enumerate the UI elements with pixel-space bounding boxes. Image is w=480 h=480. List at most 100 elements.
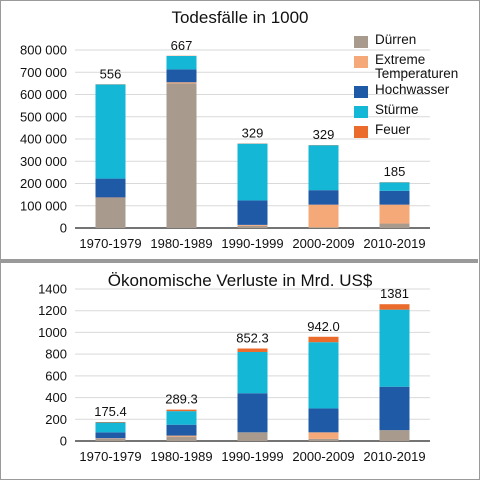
losses-bar-feuer	[237, 348, 268, 352]
losses-ytick-label: 400	[45, 390, 67, 405]
legend-item-hochwasser: Hochwasser	[354, 82, 478, 102]
deaths-total-label: 556	[100, 66, 122, 81]
deaths-total-label: 329	[313, 127, 335, 142]
losses-category-label: 2010-2019	[363, 449, 425, 464]
losses-bar-stuerme	[237, 351, 268, 394]
losses-bar-duerren	[95, 438, 126, 441]
losses-bar-feuer	[166, 409, 197, 412]
deaths-total-label: 329	[242, 125, 264, 140]
losses-bar-stuerme	[166, 411, 197, 425]
deaths-chart-svg: 0 100 000 200 000 300 000 400 000 500 000 600 …	[20, 38, 430, 251]
losses-total-label: 175.4	[94, 404, 127, 419]
losses-bar-duerren	[308, 438, 339, 441]
losses-bar-stuerme	[308, 342, 339, 409]
losses-ytick-label: 1200	[38, 303, 67, 318]
legend-label-extreme-temperaturen: Extreme Temperaturen	[375, 52, 459, 81]
losses-bar-hochwasser	[237, 393, 268, 433]
legend-item-extreme-temperaturen: Extreme Temperaturen	[354, 52, 478, 82]
losses-ytick-label: 200	[45, 412, 67, 427]
losses-chart-svg: 0 200 400 600 800 1000 1200 1400 175.4 1970-1979 2…	[38, 282, 430, 464]
deaths-bar-duerren	[308, 227, 339, 228]
deaths-ytick-label: 300 000	[20, 154, 67, 169]
losses-ytick-label: 1000	[38, 325, 67, 340]
deaths-bar-hochwasser	[95, 178, 126, 198]
legend-swatch-extreme-temperaturen	[354, 56, 368, 68]
losses-bar-hochwasser	[379, 386, 410, 431]
losses-bar-stuerme	[379, 309, 410, 387]
losses-bar-duerren	[379, 430, 410, 441]
legend-swatch-stuerme	[354, 106, 368, 118]
legend-label-stuerme: Stürme	[375, 102, 419, 117]
losses-bar-hochwasser	[95, 432, 126, 439]
legend-label-feuer: Feuer	[375, 122, 411, 137]
legend: Dürren Extreme Temperaturen Hochwasser S…	[354, 32, 478, 142]
deaths-bar-stuerme	[308, 145, 339, 191]
deaths-bar-duerren	[166, 83, 197, 228]
losses-ytick-label: 1400	[38, 282, 67, 297]
deaths-bar-hochwasser	[379, 190, 410, 205]
deaths-category-label: 1980-1989	[150, 236, 212, 251]
losses-bar-extreme-temperaturen	[95, 438, 126, 439]
deaths-bar-stuerme	[95, 84, 126, 179]
panel-divider	[0, 259, 478, 263]
losses-category-label: 1970-1979	[79, 449, 141, 464]
deaths-bar-extreme-temperaturen	[379, 204, 410, 224]
deaths-total-label: 667	[171, 38, 193, 53]
deaths-ytick-label: 800 000	[20, 43, 67, 58]
deaths-bar-hochwasser	[166, 69, 197, 83]
losses-bar-hochwasser	[166, 424, 197, 436]
deaths-category-label: 2010-2019	[363, 236, 425, 251]
deaths-chart-panel: Todesfälle in 1000 0 100 000 200 000 300 00…	[20, 8, 478, 251]
losses-ytick-label: 600	[45, 368, 67, 383]
legend-item-duerren: Dürren	[354, 32, 478, 52]
deaths-ytick-label: 200 000	[20, 176, 67, 191]
losses-bar-feuer	[308, 336, 339, 343]
losses-bar-extreme-temperaturen	[308, 432, 339, 439]
deaths-total-label: 185	[384, 164, 406, 179]
deaths-ytick-label: 100 000	[20, 198, 67, 213]
losses-bar-duerren	[166, 436, 197, 441]
losses-category-label: 2000-2009	[292, 449, 354, 464]
deaths-chart-title: Todesfälle in 1000	[171, 8, 309, 27]
deaths-bar-extreme-temperaturen	[308, 204, 339, 228]
deaths-bar-duerren	[379, 223, 410, 228]
losses-bar-stuerme	[95, 422, 126, 433]
legend-label-duerren: Dürren	[375, 32, 417, 47]
legend-swatch-duerren	[354, 36, 368, 48]
deaths-bar-extreme-temperaturen	[237, 224, 268, 226]
losses-total-label: 289.3	[165, 392, 198, 407]
losses-bar-feuer	[95, 422, 126, 423]
losses-total-label: 1381	[380, 286, 409, 301]
losses-bar-extreme-temperaturen	[166, 435, 197, 437]
losses-ytick-label: 0	[60, 434, 67, 449]
legend-item-stuerme: Stürme	[354, 102, 478, 122]
losses-total-label: 852.3	[236, 330, 269, 345]
legend-item-feuer: Feuer	[354, 122, 478, 142]
losses-bar-duerren	[237, 432, 268, 441]
deaths-bar-stuerme	[379, 182, 410, 191]
deaths-bar-hochwasser	[237, 200, 268, 225]
losses-bar-feuer	[379, 304, 410, 310]
legend-swatch-feuer	[354, 126, 368, 138]
deaths-bar-hochwasser	[308, 190, 339, 205]
losses-bar-hochwasser	[308, 408, 339, 433]
deaths-bar-stuerme	[166, 56, 197, 70]
legend-label-hochwasser: Hochwasser	[375, 82, 450, 97]
deaths-category-label: 2000-2009	[292, 236, 354, 251]
deaths-bar-stuerme	[237, 143, 268, 201]
deaths-bar-duerren	[95, 197, 126, 228]
losses-chart-panel: Ökonomische Verluste in Mrd. US$ 0 200 400…	[0, 263, 480, 480]
deaths-category-label: 1990-1999	[221, 236, 283, 251]
losses-chart-title: Ökonomische Verluste in Mrd. US$	[107, 271, 373, 290]
deaths-ytick-label: 500 000	[20, 109, 67, 124]
deaths-ytick-label: 0	[60, 221, 67, 236]
losses-category-label: 1980-1989	[150, 449, 212, 464]
deaths-category-label: 1970-1979	[79, 236, 141, 251]
losses-ytick-label: 800	[45, 347, 67, 362]
deaths-ytick-label: 600 000	[20, 87, 67, 102]
deaths-bar-duerren	[237, 225, 268, 228]
losses-total-label: 942.0	[307, 319, 340, 334]
losses-category-label: 1990-1999	[221, 449, 283, 464]
deaths-ytick-label: 400 000	[20, 132, 67, 147]
deaths-ytick-label: 700 000	[20, 65, 67, 80]
